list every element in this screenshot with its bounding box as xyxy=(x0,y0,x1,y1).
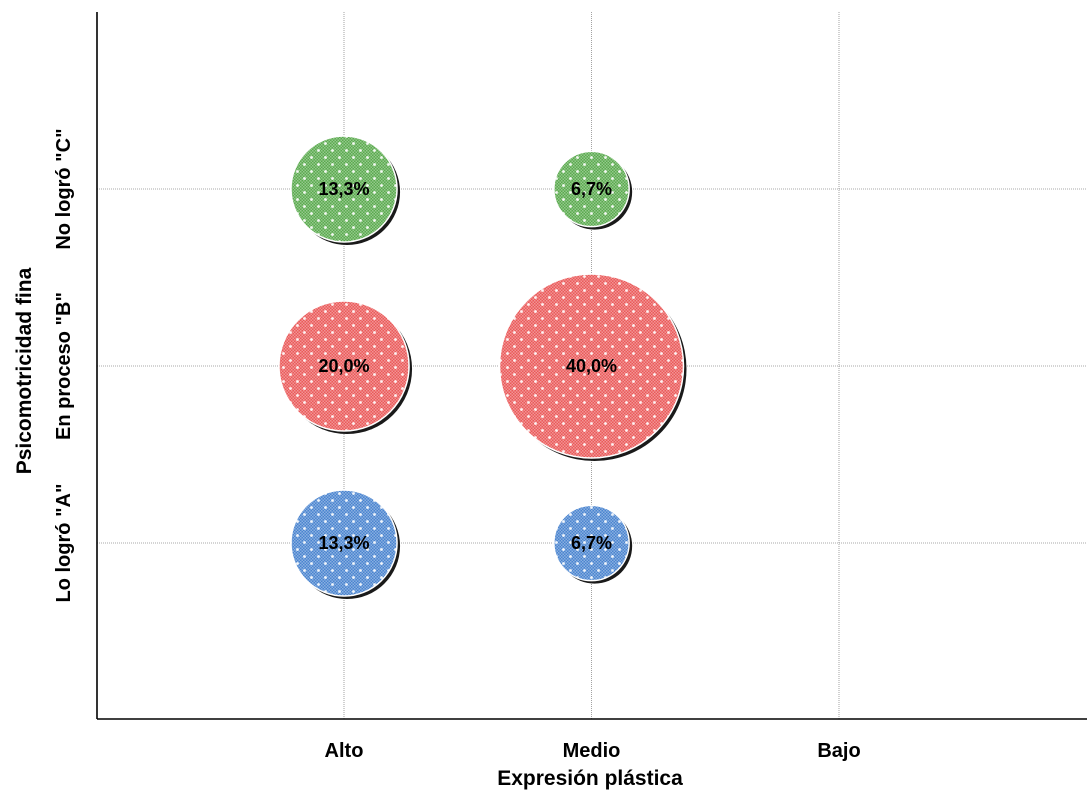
bubbles-group: 13,3% 6,7% 20,0% 40,0% 13,3% 6,7% xyxy=(278,135,687,600)
bubble-label: 13,3% xyxy=(318,179,369,199)
bubble-dots xyxy=(553,151,630,227)
bubble-label: 13,3% xyxy=(318,533,369,553)
bubble: 6,7% xyxy=(553,504,633,584)
x-tick-label: Medio xyxy=(563,740,621,762)
bubble: 13,3% xyxy=(290,135,401,246)
x-tick-label: Bajo xyxy=(817,740,860,762)
y-axis-title: Psicomotricidad fina xyxy=(13,267,36,474)
y-tick-label: Lo logró "A" xyxy=(53,484,75,603)
bubble-dots xyxy=(553,505,630,581)
bubble: 40,0% xyxy=(498,273,687,461)
x-axis-title: Expresión plástica xyxy=(497,767,683,790)
axes xyxy=(96,12,1087,720)
bubble-label: 20,0% xyxy=(318,356,369,376)
x-tick-label: Alto xyxy=(325,740,364,762)
bubble-dots xyxy=(290,489,398,597)
bubble: 13,3% xyxy=(290,489,401,600)
bubble-label: 6,7% xyxy=(571,179,612,199)
y-tick-labels: Lo logró "A" En proceso "B" No logró "C" xyxy=(53,128,75,602)
bubble-label: 40,0% xyxy=(566,356,617,376)
bubble-dots xyxy=(499,274,684,458)
bubble-dots xyxy=(290,135,398,243)
x-tick-labels: Alto Medio Bajo xyxy=(325,740,861,762)
y-tick-label: En proceso "B" xyxy=(53,292,75,440)
bubble: 6,7% xyxy=(553,150,633,230)
y-tick-label: No logró "C" xyxy=(53,128,75,249)
bubble-label: 6,7% xyxy=(571,533,612,553)
bubble: 20,0% xyxy=(278,300,413,435)
bubble-dots xyxy=(278,300,410,432)
